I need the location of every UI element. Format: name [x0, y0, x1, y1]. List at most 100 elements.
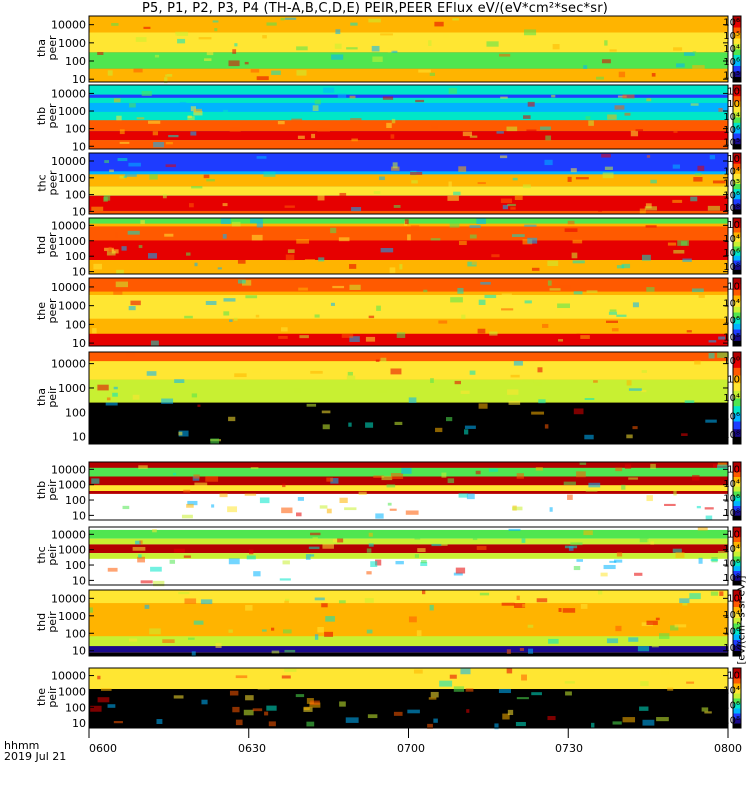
- spectrogram-speckle: [697, 506, 701, 508]
- y-tick-label: 1000: [58, 685, 86, 698]
- spectrogram-speckle: [510, 207, 515, 210]
- colorbar-tick-label: 10⁶: [723, 125, 740, 136]
- spectrogram-speckle: [509, 529, 521, 531]
- spectrogram-speckle: [702, 707, 709, 711]
- spectrogram-speckle: [184, 555, 191, 557]
- spectrogram-speckle: [598, 590, 602, 594]
- spectrogram-panel: thd peir 10 100 1000 10000 10⁸ 10⁶ 10⁴ 10⁲: [0, 590, 750, 656]
- spectrogram-speckle: [387, 484, 396, 487]
- spectrogram-speckle: [476, 219, 486, 225]
- y-tick-label: 100: [65, 250, 86, 263]
- y-tick-label: 1000: [58, 382, 86, 395]
- spectrogram-speckle: [250, 218, 263, 223]
- spectrogram-speckle: [395, 561, 403, 564]
- spectrogram-speckle: [133, 547, 146, 551]
- spectrogram-speckle: [370, 561, 377, 567]
- spectrogram-speckle: [391, 134, 395, 138]
- spectrogram-speckle: [294, 388, 302, 393]
- spectrogram-speckle: [689, 593, 700, 599]
- spectrogram-speckle: [388, 503, 392, 506]
- spectrogram-speckle: [346, 47, 358, 49]
- spectrogram-speckle: [528, 102, 535, 107]
- spectrogram-speckle: [447, 196, 458, 201]
- spectrogram-speckle: [623, 717, 635, 722]
- spectrogram-speckle: [257, 156, 267, 159]
- spectrogram-speckle: [211, 504, 214, 507]
- spectrogram-speckle: [388, 48, 393, 52]
- spectrogram-speckle: [491, 254, 499, 257]
- y-tick-label: 10: [72, 431, 86, 444]
- spectrogram-speckle: [351, 207, 361, 211]
- spectrogram-speckle: [307, 404, 316, 407]
- spectrogram-speckle: [282, 675, 291, 678]
- spectrogram-speckle: [443, 34, 449, 38]
- y-tick-label: 100: [65, 123, 86, 136]
- spectrogram-speckle: [457, 288, 463, 294]
- spectrogram-speckle: [604, 565, 616, 569]
- spectrogram-speckle: [393, 162, 398, 168]
- y-tick-label: 10: [72, 574, 86, 587]
- spectrogram-speckle: [244, 710, 254, 716]
- spectrogram-speckle: [573, 260, 585, 263]
- spectrogram-speckle: [112, 249, 119, 253]
- colorbar-tick-label: 10⁶: [723, 316, 740, 327]
- spectrogram-speckle: [625, 29, 638, 31]
- spectrogram-speckle: [423, 290, 427, 293]
- spectrogram-speckle: [377, 390, 387, 393]
- spectrogram-speckle: [522, 539, 526, 543]
- spectrogram-speckle: [588, 483, 600, 488]
- spectrogram-speckle: [221, 218, 231, 224]
- spectrogram-speckle: [463, 132, 472, 136]
- spectrogram-speckle: [431, 692, 439, 698]
- spectrogram-speckle: [284, 601, 289, 604]
- spectrogram-speckle: [375, 513, 383, 518]
- spectrogram-speckle: [278, 336, 288, 339]
- spectrogram-speckle: [180, 102, 186, 104]
- spectrogram-speckle: [170, 34, 177, 39]
- spectrogram-speckle: [587, 290, 598, 292]
- spectrogram-speckle: [266, 706, 276, 711]
- spectrogram-band: [89, 153, 728, 171]
- spectrogram-speckle: [449, 88, 457, 94]
- spectrogram-speckle: [536, 467, 543, 470]
- spectrogram-band: [89, 52, 728, 69]
- spectrogram-speckle: [282, 484, 285, 488]
- spectrogram-speckle: [194, 621, 204, 625]
- y-tick-label: 10: [72, 205, 86, 218]
- spectrogram-speckle: [634, 573, 642, 576]
- spectrogram-speckle: [551, 95, 555, 98]
- spectrogram-speckle: [641, 390, 646, 392]
- colorbar-tick-label: 10⁲: [727, 375, 740, 386]
- spectrogram-speckle: [531, 692, 542, 695]
- spectrogram-speckle: [121, 246, 126, 250]
- spectrogram-speckle: [676, 552, 685, 558]
- spectrogram-speckle: [353, 312, 365, 317]
- spectrogram-speckle: [101, 688, 112, 691]
- spectrogram-speckle: [379, 176, 385, 180]
- spectrogram-speckle: [315, 598, 325, 601]
- spectrogram-speckle: [262, 35, 267, 38]
- spectrogram-speckle: [472, 261, 477, 265]
- colorbar-tick-label: 10⁴: [723, 299, 740, 310]
- spectrogram-speckle: [476, 471, 481, 475]
- spectrogram-speckle: [327, 509, 332, 514]
- spectrogram-speckle: [253, 708, 262, 711]
- spectrogram-speckle: [673, 47, 682, 50]
- spectrogram-speckle: [114, 721, 123, 723]
- spectrogram-speckle: [205, 476, 218, 482]
- spectrogram-speckle: [168, 135, 178, 137]
- spectrogram-speckle: [193, 474, 199, 478]
- spectrogram-speckle: [323, 88, 334, 93]
- spectrogram-speckle: [433, 719, 438, 723]
- spectrogram-speckle: [155, 55, 159, 58]
- spectrogram-speckle: [547, 716, 555, 720]
- spectrogram-speckle: [636, 129, 643, 131]
- spectrogram-speckle: [681, 433, 688, 436]
- spectrogram-speckle: [344, 507, 356, 510]
- spectrogram-speckle: [679, 598, 689, 603]
- colorbar-tick-label: 10⁴: [723, 44, 740, 55]
- y-tick-label: 10000: [51, 19, 86, 32]
- y-tick-label: 10000: [51, 87, 86, 100]
- spectrogram-speckle: [395, 422, 403, 425]
- spectrogram-speckle: [201, 700, 207, 705]
